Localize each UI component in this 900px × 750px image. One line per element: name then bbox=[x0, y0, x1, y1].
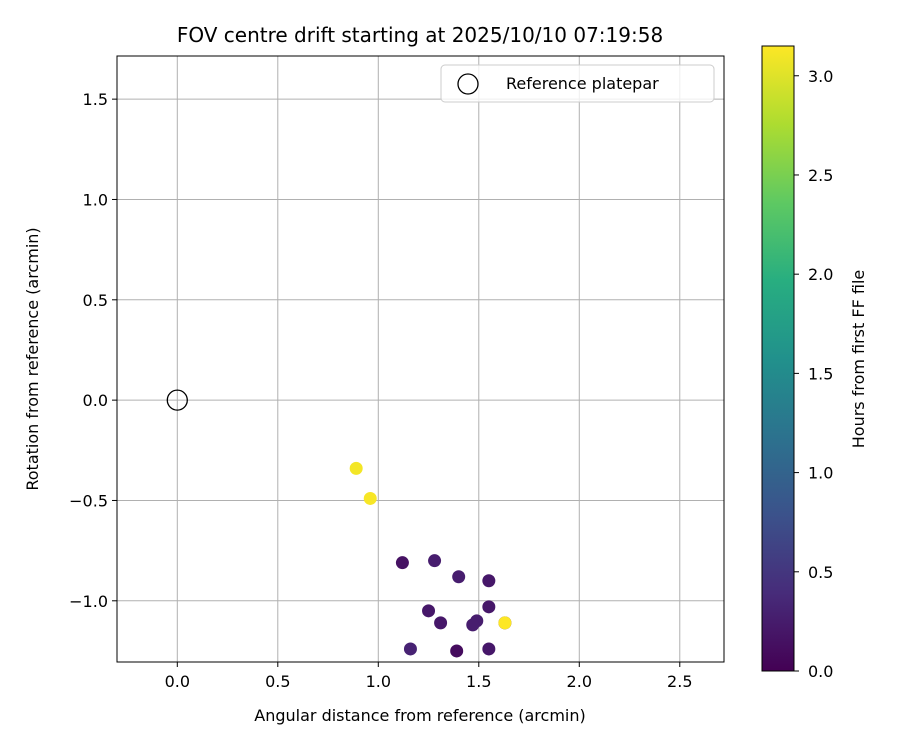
y-tick-label: −1.0 bbox=[69, 592, 108, 611]
colorbar-tick-label: 1.5 bbox=[808, 364, 833, 383]
drift-point bbox=[482, 574, 496, 588]
drift-point bbox=[450, 644, 464, 658]
colorbar-gradient bbox=[762, 46, 794, 671]
x-tick-label: 0.5 bbox=[265, 672, 290, 691]
colorbar-frame bbox=[761, 45, 795, 672]
data-points bbox=[349, 461, 512, 658]
drift-point bbox=[452, 570, 466, 584]
x-tick-label: 2.5 bbox=[667, 672, 692, 691]
drift-point bbox=[428, 554, 442, 568]
plot-frame bbox=[116, 55, 725, 663]
y-axis-label: Rotation from reference (arcmin) bbox=[23, 227, 42, 490]
drift-point bbox=[498, 616, 512, 630]
y-tick-label: 1.5 bbox=[83, 90, 108, 109]
grid bbox=[117, 56, 724, 662]
y-axis-ticks: −1.0 −0.5 0.0 0.5 1.0 1.5 bbox=[69, 90, 117, 611]
drift-point bbox=[482, 642, 496, 656]
drift-point bbox=[482, 600, 496, 614]
reference-platepar-marker bbox=[166, 389, 188, 411]
y-tick-label: 0.0 bbox=[83, 391, 108, 410]
colorbar-tick-label: 0.0 bbox=[808, 662, 833, 681]
colorbar-tick-label: 0.5 bbox=[808, 563, 833, 582]
y-tick-label: 0.5 bbox=[83, 291, 108, 310]
reference-layer bbox=[166, 389, 188, 411]
colorbar: 0.0 0.5 1.0 1.5 2.0 2.5 3.0 Hours from first F… bbox=[761, 45, 868, 681]
drift-point bbox=[363, 491, 377, 505]
y-tick-label: −0.5 bbox=[69, 491, 108, 510]
colorbar-ticks: 0.0 0.5 1.0 1.5 2.0 2.5 3.0 bbox=[794, 67, 833, 681]
legend-entry-reference: Reference platepar bbox=[506, 74, 659, 93]
drift-point bbox=[395, 556, 409, 570]
drift-point bbox=[466, 618, 480, 632]
chart-title: FOV centre drift starting at 2025/10/10 … bbox=[177, 23, 663, 47]
x-tick-label: 2.0 bbox=[567, 672, 592, 691]
colorbar-tick-label: 3.0 bbox=[808, 67, 833, 86]
colorbar-tick-label: 1.0 bbox=[808, 464, 833, 483]
drift-point bbox=[403, 642, 417, 656]
x-axis-ticks: 0.0 0.5 1.0 1.5 2.0 2.5 bbox=[165, 662, 693, 691]
x-tick-label: 1.5 bbox=[466, 672, 491, 691]
x-tick-label: 0.0 bbox=[165, 672, 190, 691]
x-axis-label: Angular distance from reference (arcmin) bbox=[254, 706, 585, 725]
drift-point bbox=[422, 604, 436, 618]
drift-point bbox=[434, 616, 448, 630]
legend: Reference platepar bbox=[440, 64, 715, 103]
colorbar-tick-label: 2.0 bbox=[808, 265, 833, 284]
legend-marker-reference bbox=[457, 73, 479, 95]
legend-box bbox=[440, 64, 715, 103]
y-tick-label: 1.0 bbox=[83, 190, 108, 209]
drift-point bbox=[349, 461, 363, 475]
colorbar-label: Hours from first FF file bbox=[849, 270, 868, 449]
x-tick-label: 1.0 bbox=[366, 672, 391, 691]
colorbar-tick-label: 2.5 bbox=[808, 166, 833, 185]
